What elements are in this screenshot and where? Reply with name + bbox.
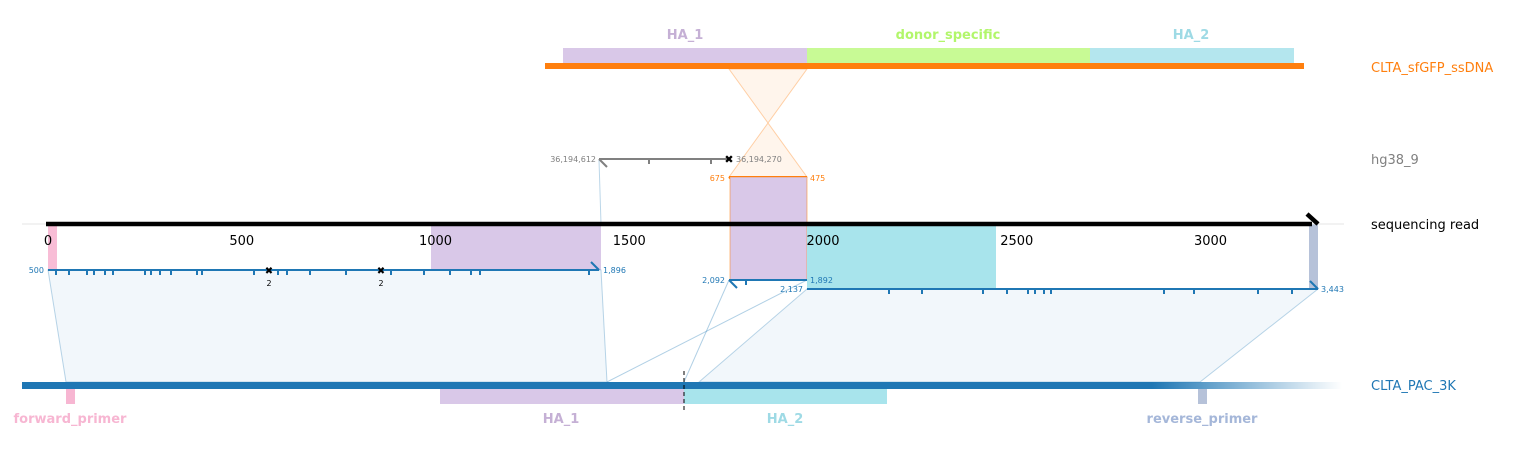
read-axis-arrow	[1305, 212, 1320, 226]
read-axis-tick-label: 500	[229, 234, 254, 249]
genome-connector	[598, 159, 602, 225]
ref-forward-primer-block	[66, 389, 75, 404]
ref-reverse-primer-block	[1198, 389, 1207, 404]
ref-right-wedge	[697, 288, 1320, 383]
donor-ha1-block	[563, 48, 807, 64]
reverse-primer-label: reverse_primer	[1147, 412, 1259, 427]
donor-line	[545, 63, 1304, 69]
reference-line	[22, 382, 1152, 389]
donor-ha2-label: HA_2	[1173, 28, 1210, 43]
genome-start-coord: 36,194,612	[550, 155, 596, 164]
genome-end-coord: 36,194,270	[736, 155, 782, 164]
ref-ha2-block	[684, 389, 887, 404]
ref-mid-hook	[728, 279, 738, 289]
read-ha1-shade	[431, 224, 601, 270]
ref-mid-connector	[683, 279, 730, 383]
ref-mid-end-coord: 1,892	[810, 276, 833, 285]
donor-align-end: 475	[810, 174, 825, 183]
read-ha2-shade	[807, 224, 996, 289]
genome-start-hook	[598, 158, 608, 168]
read-axis-tick-label: 1500	[613, 234, 646, 249]
read-axis-tick-label: 2500	[1000, 234, 1033, 249]
read-mid-ha1-shade	[730, 177, 807, 280]
ref-ha1-block	[440, 389, 684, 404]
ref-mid-connector	[606, 279, 808, 383]
ref-left-end-hook	[590, 261, 600, 271]
read-axis-tick-label: 2000	[806, 234, 839, 249]
read-reverse-primer-shade	[1309, 224, 1318, 289]
ref-ha2-label: HA_2	[767, 412, 804, 427]
ref-left-mark-count: 2	[378, 279, 383, 288]
ref-right-end-coord: 3,443	[1321, 285, 1344, 294]
ref-left-end-coord: 1,896	[603, 266, 626, 275]
ref-mid-start-coord: 2,092	[702, 276, 725, 285]
ref-ha1-label: HA_1	[543, 412, 580, 427]
ref-left-mark-count: 2	[266, 279, 271, 288]
donor-specific-label: donor_specific	[896, 28, 1001, 43]
donor-track-name: CLTA_sfGFP_ssDNA	[1371, 61, 1493, 76]
ref-right-end-hook	[1309, 280, 1319, 290]
read-axis-tick-label: 0	[44, 234, 52, 249]
read-forward-primer-shade	[48, 224, 57, 270]
ref-left-wedge	[47, 269, 608, 383]
ref-left-x-mark: ✖	[377, 266, 385, 277]
reference-track-name: CLTA_PAC_3K	[1371, 379, 1456, 394]
forward-primer-label: forward_primer	[14, 412, 128, 427]
ref-left-start-coord: 500	[29, 266, 44, 275]
read-axis-tick-label: 1000	[419, 234, 452, 249]
read-track-name: sequencing read	[1371, 218, 1479, 233]
ref-right-start-coord: 2,137	[780, 285, 803, 294]
donor-specific-block	[807, 48, 1090, 64]
genome-track-name: hg38_9	[1371, 153, 1419, 168]
donor-ha1-label: HA_1	[667, 28, 704, 43]
donor-align-start: 675	[710, 174, 725, 183]
genome-x-mark: ✖	[724, 153, 733, 166]
ref-left-x-mark: ✖	[265, 266, 273, 277]
read-axis-tick-label: 3000	[1194, 234, 1227, 249]
reference-line-fade	[1152, 382, 1342, 389]
donor-ha2-block	[1090, 48, 1294, 64]
